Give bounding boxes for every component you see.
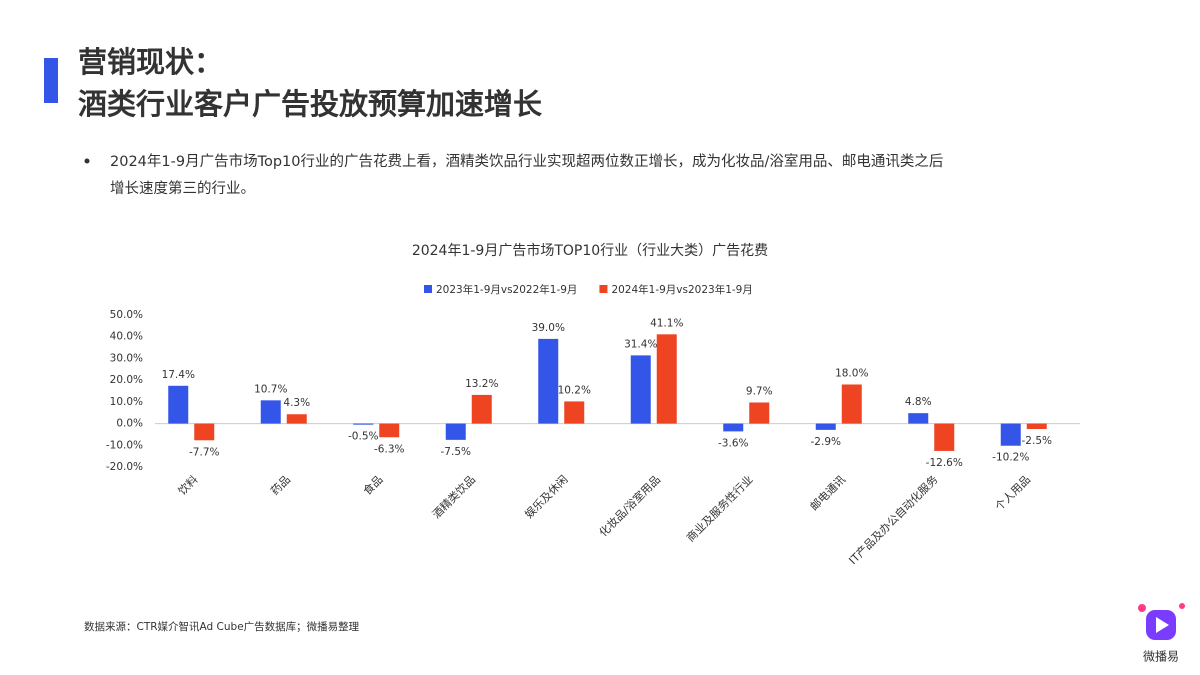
value-label: 10.7% [254,383,287,395]
x-tick-label: IT产品及办公自动化服务 [846,472,941,567]
bar [538,338,559,424]
y-tick-label: 0.0% [116,418,143,430]
x-tick-label: 商业及服务性行业 [683,472,755,544]
logo: 微播易 [1138,603,1185,664]
x-tick-label: 药品 [268,473,293,498]
bullet-text: 2024年1-9月广告市场Top10行业的广告花费上看，酒精类饮品行业实现超两位… [110,153,943,170]
value-label: 4.3% [283,397,310,409]
value-label: 13.2% [465,378,498,390]
y-tick-label: -10.0% [106,439,143,451]
legend-label: 2024年1-9月vs2023年1-9月 [611,283,752,296]
y-tick-label: 40.0% [110,331,143,343]
chart-title: 2024年1-9月广告市场TOP10行业（行业大类）广告花费 [412,242,768,259]
value-label: 31.4% [624,338,657,350]
bar [445,423,466,440]
x-tick-label: 个人用品 [993,473,1033,513]
value-label: -7.5% [441,446,471,458]
bar [656,334,677,424]
x-tick-label: 酒精类饮品 [429,472,478,521]
y-tick-label: 20.0% [110,374,143,386]
logo-text: 微播易 [1143,650,1179,664]
value-label: -2.9% [811,436,841,448]
bar [723,423,744,432]
bar [379,423,400,438]
y-tick-label: 30.0% [110,352,143,364]
title-line: 酒类行业客户广告投放预算加速增长 [78,87,543,121]
value-label: -3.6% [718,437,748,449]
bar [194,423,215,441]
bullet-text: 增长速度第三的行业。 [110,179,255,197]
bar [908,413,929,424]
legend-swatch [424,285,432,293]
bar [630,355,651,424]
legend-swatch [599,285,608,293]
bar [841,384,862,424]
x-tick-label: 娱乐及休闲 [522,472,571,521]
title-line: 营销现状： [78,45,223,79]
value-label: -10.2% [992,452,1029,464]
y-tick-label: -20.0% [106,461,143,473]
y-tick-label: 50.0% [110,309,143,321]
value-label: 18.0% [835,367,868,379]
bar [471,394,492,424]
legend-label: 2023年1-9月vs2022年1-9月 [436,283,577,296]
source-note: 数据来源：CTR媒介智讯Ad Cube广告数据库；微播易整理 [84,620,360,633]
y-tick-label: 10.0% [110,396,143,408]
value-label: 17.4% [162,369,195,381]
bar [260,400,281,424]
value-label: 41.1% [650,317,683,329]
bar [1026,423,1047,429]
value-label: -12.6% [926,457,963,469]
value-label: -6.3% [374,443,404,455]
logo-dot [1179,603,1185,609]
bar [564,401,585,424]
bar [749,402,770,424]
bar [286,414,307,424]
bar [815,423,836,430]
x-tick-label: 邮电通讯 [808,473,848,513]
bar [934,423,955,451]
value-label: 4.8% [905,396,932,408]
bar [168,385,189,424]
bar [1000,423,1021,446]
x-tick-label: 化妆品/浴室用品 [596,472,663,539]
value-label: -0.5% [348,431,378,443]
value-label: 10.2% [558,384,591,396]
logo-play [1156,617,1169,633]
x-tick-label: 饮料 [175,472,200,497]
value-label: 39.0% [532,322,565,334]
chart: 50.0% 40.0% 30.0% 20.0% 10.0% 0.0% -10.0% -20.0… [106,283,1080,567]
value-label: -7.7% [189,446,219,458]
bar [353,423,374,425]
x-tick-label: 食品 [360,472,385,497]
value-label: 9.7% [746,386,773,398]
logo-dot [1138,604,1146,612]
bullet-dot [84,158,90,164]
accent-bar [44,58,58,103]
value-label: -2.5% [1022,435,1052,447]
